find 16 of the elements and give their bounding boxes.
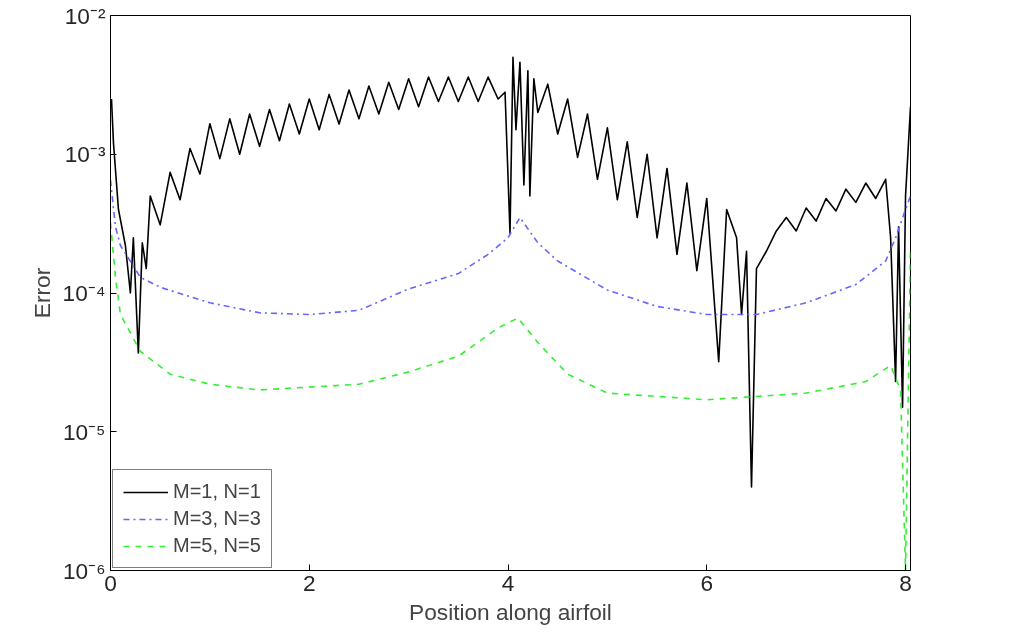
legend-label: M=5, N=5 xyxy=(173,534,261,557)
x-axis-title: Position along airfoil xyxy=(409,598,612,625)
legend-label: M=1, N=1 xyxy=(173,480,261,503)
x-tick-label: 4 xyxy=(501,569,515,596)
x-tick-label: 6 xyxy=(700,569,714,596)
line-series xyxy=(110,179,911,316)
y-tick-label: 10⁻⁴ xyxy=(62,280,106,306)
y-tick-label: 10⁻³ xyxy=(64,141,106,168)
y-tick-label: 10⁻⁶ xyxy=(62,557,106,584)
legend-label: M=3, N=3 xyxy=(173,507,261,530)
y-tick-label: 10⁻² xyxy=(64,2,106,29)
x-tick-label: 2 xyxy=(302,569,316,596)
x-tick-label: 0 xyxy=(104,569,117,596)
y-axis-title: Error xyxy=(28,267,55,319)
x-tick-label: 8 xyxy=(899,569,912,596)
y-tick-label: 10⁻⁵ xyxy=(62,418,106,445)
